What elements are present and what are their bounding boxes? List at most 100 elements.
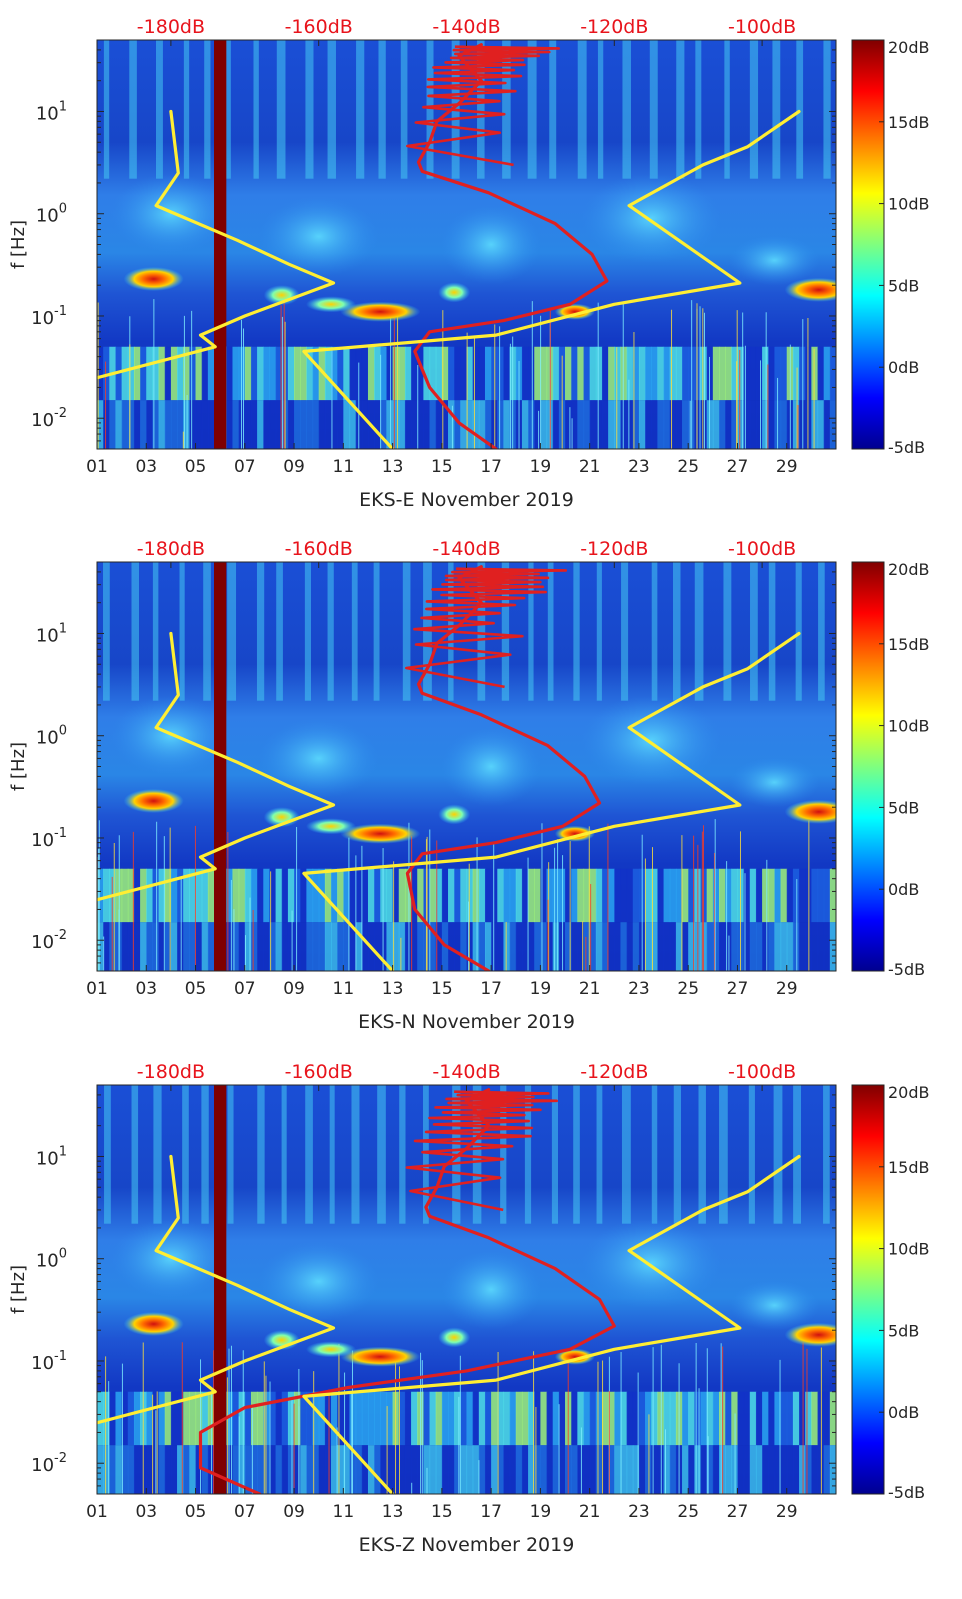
spectrogram-bottomband-cell [349, 400, 357, 449]
spectrogram-bottomband-cell [552, 1445, 560, 1494]
top-axis-label: -160dB [285, 1061, 353, 1083]
spectrogram-lowband-cell [392, 346, 400, 401]
spectrogram-bottomband-cell [324, 400, 332, 449]
y-axis-label: f [Hz] [8, 220, 29, 269]
spectrogram-lowband-cell [509, 1391, 517, 1446]
spectrogram-lowband-cell [823, 1391, 831, 1446]
spectrogram-lowband-cell [682, 868, 689, 923]
spectrogram-bottomband-cell [109, 400, 117, 449]
spectrogram-lowband-cell [207, 346, 215, 401]
spectrogram-bottomband-cell [780, 400, 788, 449]
spectrogram-lowband-cell [805, 1391, 812, 1446]
daily-noise-streak [281, 1085, 287, 1224]
spectrogram-lowband-cell [737, 1391, 745, 1446]
spectrogram-bottomband-cell [626, 1445, 634, 1494]
spectrogram-lowband-cell [158, 346, 166, 401]
spectrogram-bottomband-cell [823, 1445, 831, 1494]
spectrogram-bottomband-cell [158, 400, 166, 449]
daily-noise-streak [796, 40, 804, 179]
daily-noise-streak [377, 1085, 386, 1224]
spectrogram-bottomband-cell [620, 1445, 628, 1494]
spectrogram-lowband-cell [244, 1391, 252, 1446]
noise-model-curve [97, 109, 336, 380]
spectrogram-lowband-cell [577, 346, 585, 401]
spectrogram-lowband-cell [706, 346, 714, 401]
spectrogram-bottomband-cell [287, 400, 295, 449]
spectrogram-lowband-cell [484, 346, 492, 401]
spectrogram-bottomband-cell [435, 400, 443, 449]
microseism-blob [784, 277, 836, 302]
daily-noise-streak [103, 40, 110, 179]
spectrogram-lowband-cell [811, 346, 819, 401]
spectrogram-lowband-cell [521, 1391, 529, 1446]
spectrogram-bottomband-cell [484, 1445, 492, 1494]
spectrogram-lowband-cell [189, 1391, 197, 1446]
spectrogram-bottomband-cell [97, 400, 104, 449]
y-tick-base: 10 [36, 728, 59, 749]
spectrogram-lowband-cell [620, 868, 628, 923]
y-tick-exponent: 1 [59, 621, 67, 636]
x-tick-label: 01 [86, 979, 108, 999]
x-tick-label: 13 [382, 1502, 404, 1522]
spectrogram-lowband-cell [601, 346, 609, 401]
spectrogram-bottomband-cell [823, 400, 831, 449]
spectrogram-lowband-cell [528, 1391, 535, 1446]
spectrogram-bottomband-cell [595, 922, 603, 971]
spectrogram-bottomband-cell [201, 400, 209, 449]
spectrogram-bottomband-cell [614, 1445, 622, 1494]
spectrogram-bottomband-cell [411, 400, 418, 449]
spectrogram-lowband-cell [423, 346, 431, 401]
top-axis-label: -100dB [728, 1061, 796, 1083]
spectrogram-bottomband-cell [361, 1445, 369, 1494]
spectrogram-lowband-cell [792, 868, 800, 923]
daily-noise-streak [153, 1085, 162, 1224]
spectrogram-bottomband-cell [546, 922, 554, 971]
spectrogram-lowband-cell [718, 346, 726, 401]
spectrogram-lowband-cell [577, 868, 585, 923]
spectrogram-lowband-cell [682, 346, 689, 401]
spectrogram-bottomband-cell [183, 1445, 190, 1494]
spectrogram-bottomband-cell [706, 922, 714, 971]
spectrogram-lowband-cell [177, 868, 184, 923]
spectrogram-bottomband-cell [565, 922, 572, 971]
x-tick-label: 07 [234, 457, 256, 477]
spectrogram-bottomband-cell [460, 922, 468, 971]
spectrogram-bottomband-cell [127, 1445, 135, 1494]
spectrogram-bottomband-cell [534, 400, 541, 449]
spectrogram-lowband-cell [429, 868, 437, 923]
spectrogram-lowband-cell [312, 868, 320, 923]
spectrogram-lowband-cell [614, 868, 622, 923]
spectrogram-lowband-cell [127, 868, 135, 923]
x-tick-label: 23 [628, 1502, 650, 1522]
spectrogram-lowband-cell [201, 868, 209, 923]
spectrogram-lowband-cell [146, 346, 154, 401]
spectrogram-bottomband-cell [755, 1445, 763, 1494]
spectrogram-lowband-cell [441, 1391, 449, 1446]
spectrogram-lowband-cell [183, 1391, 190, 1446]
spectrogram-bottomband-cell [170, 922, 178, 971]
y-tick-label: 10-1 [31, 304, 67, 329]
spectrogram-bottomband-cell [657, 400, 665, 449]
colorbar: -5dB 0dB 5dB 10dB 15dB 20dB [851, 38, 930, 457]
spectrogram-bottomband-cell [762, 1445, 769, 1494]
daily-noise-streak [719, 1085, 728, 1224]
spectrogram-lowband-cell [127, 1391, 135, 1446]
spectrogram-bottomband-cell [121, 922, 129, 971]
spectrogram-lowband-cell [189, 868, 197, 923]
x-tick-label: 09 [283, 457, 305, 477]
spectrogram-lowband-cell [454, 868, 461, 923]
spectrogram-lowband-cell [663, 1391, 671, 1446]
spectrogram-lowband-cell [515, 868, 523, 923]
spectrogram-lowband-cell [478, 346, 486, 401]
spectrogram-bottomband-cell [626, 922, 634, 971]
spectrogram-bottomband-cell [638, 400, 646, 449]
spectrogram-lowband-cell [774, 1391, 782, 1446]
spectrogram-lowband-cell [417, 346, 424, 401]
spectrogram-bottomband-cell [244, 1445, 252, 1494]
spectrogram-lowband-cell [792, 346, 800, 401]
spectrogram-lowband-cell [552, 1391, 560, 1446]
spectrogram-bottomband-cell [792, 1445, 800, 1494]
spectrogram-bottomband-cell [589, 400, 597, 449]
spectrogram-bottomband-cell [189, 922, 197, 971]
spectrogram-lowband-cell [528, 868, 535, 923]
